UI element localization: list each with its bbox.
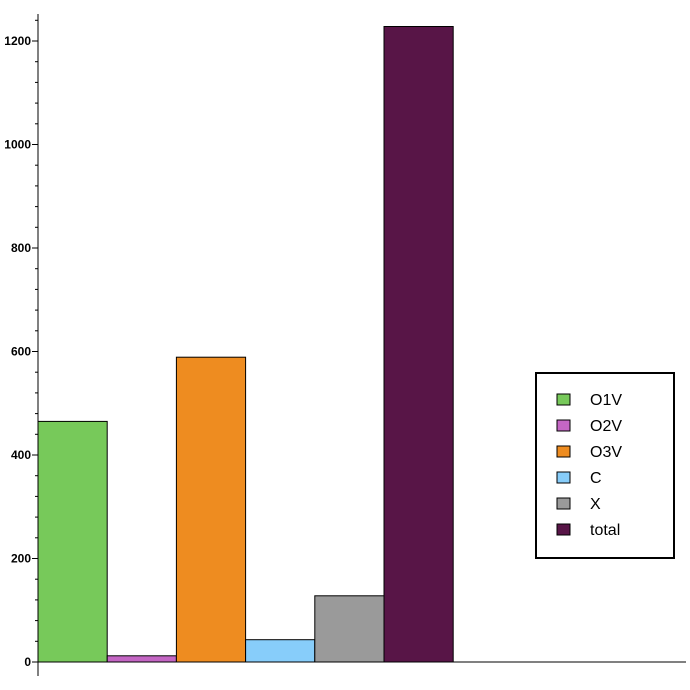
bar-c	[245, 639, 316, 663]
legend-label-c: C	[590, 470, 602, 487]
legend-label-o2v: O2V	[590, 418, 622, 435]
y-ticks: 0 200 400 600 800 1000 1200	[4, 19, 38, 669]
legend-label-x: X	[590, 496, 601, 513]
y-tick-label: 1000	[4, 138, 31, 152]
legend-swatch-o3v	[556, 445, 571, 458]
y-tick-label: 1200	[4, 34, 31, 48]
y-tick-label: 0	[24, 655, 31, 669]
y-tick-label: 400	[11, 448, 31, 462]
bar-x	[314, 595, 385, 663]
legend-swatch-x	[556, 497, 571, 510]
legend-swatch-o1v	[556, 393, 571, 406]
legend-swatch-o2v	[556, 419, 571, 432]
legend-label-o3v: O3V	[590, 444, 622, 461]
y-tick-label: 200	[11, 552, 31, 566]
bar-o2v	[106, 655, 177, 663]
legend-swatch-total	[556, 523, 571, 536]
legend-label-o1v: O1V	[590, 392, 622, 409]
y-tick-label: 600	[11, 345, 31, 359]
legend-swatch-c	[556, 471, 571, 484]
bar-o1v	[37, 420, 108, 663]
y-tick-label: 800	[11, 241, 31, 255]
bars	[37, 26, 454, 663]
bar-o3v	[175, 356, 247, 663]
axes	[37, 14, 686, 676]
bar-total	[383, 26, 454, 663]
legend-label-total: total	[590, 522, 620, 539]
